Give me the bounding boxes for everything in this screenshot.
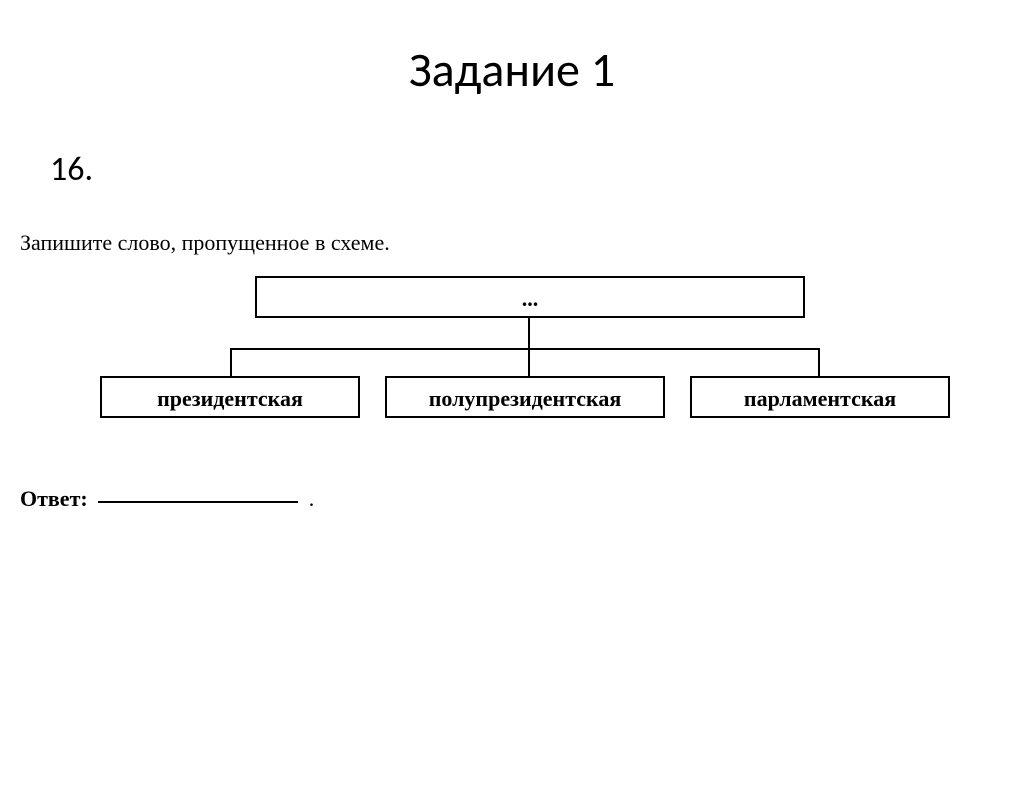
answer-suffix: .	[309, 486, 315, 511]
hierarchy-diagram: ... президентская полупрезидентская парл…	[100, 276, 950, 436]
diagram-child-box: парламентская	[690, 376, 950, 418]
instruction-text: Запишите слово, пропущенное в схеме.	[20, 230, 1024, 256]
connector-line	[528, 318, 530, 348]
diagram-child-box: полупрезидентская	[385, 376, 665, 418]
connector-line	[818, 348, 820, 376]
diagram-child-box: президентская	[100, 376, 360, 418]
question-number: 16.	[50, 149, 1024, 190]
answer-label: Ответ:	[20, 486, 88, 511]
diagram-root-box: ...	[255, 276, 805, 318]
connector-line	[528, 348, 530, 376]
connector-line	[230, 348, 820, 350]
answer-row: Ответ: .	[20, 486, 1024, 512]
page-title: Задание 1	[0, 40, 1024, 99]
answer-blank[interactable]	[98, 501, 298, 503]
connector-line	[230, 348, 232, 376]
